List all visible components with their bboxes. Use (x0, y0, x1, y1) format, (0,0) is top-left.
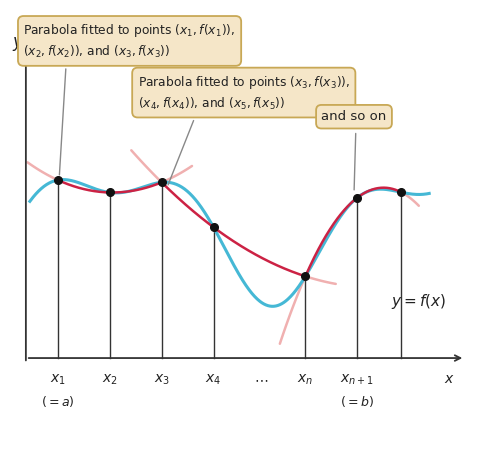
Text: $(=a)$: $(=a)$ (41, 394, 75, 409)
Text: $x$: $x$ (444, 372, 454, 386)
Text: $y$: $y$ (12, 35, 24, 53)
Text: $(=b)$: $(=b)$ (341, 394, 374, 409)
Text: $x_n$: $x_n$ (297, 372, 313, 387)
Text: $\cdots$: $\cdots$ (254, 372, 269, 386)
Text: Parabola fitted to points $(x_1, f(x_1))$,
$(x_2, f(x_2))$, and $(x_3, f(x_3))$: Parabola fitted to points $(x_1, f(x_1))… (23, 22, 236, 60)
Text: $x_{n+1}$: $x_{n+1}$ (341, 372, 374, 387)
Text: $x_4$: $x_4$ (205, 372, 222, 387)
Text: and so on: and so on (321, 110, 387, 123)
Text: $x_2$: $x_2$ (102, 372, 118, 387)
Text: Parabola fitted to points $(x_3, f(x_3))$,
$(x_4, f(x_4))$, and $(x_5, f(x_5))$: Parabola fitted to points $(x_3, f(x_3))… (138, 74, 350, 112)
Text: $y = f(x)$: $y = f(x)$ (391, 292, 446, 311)
Text: $x_3$: $x_3$ (153, 372, 170, 387)
Text: $x_1$: $x_1$ (50, 372, 66, 387)
